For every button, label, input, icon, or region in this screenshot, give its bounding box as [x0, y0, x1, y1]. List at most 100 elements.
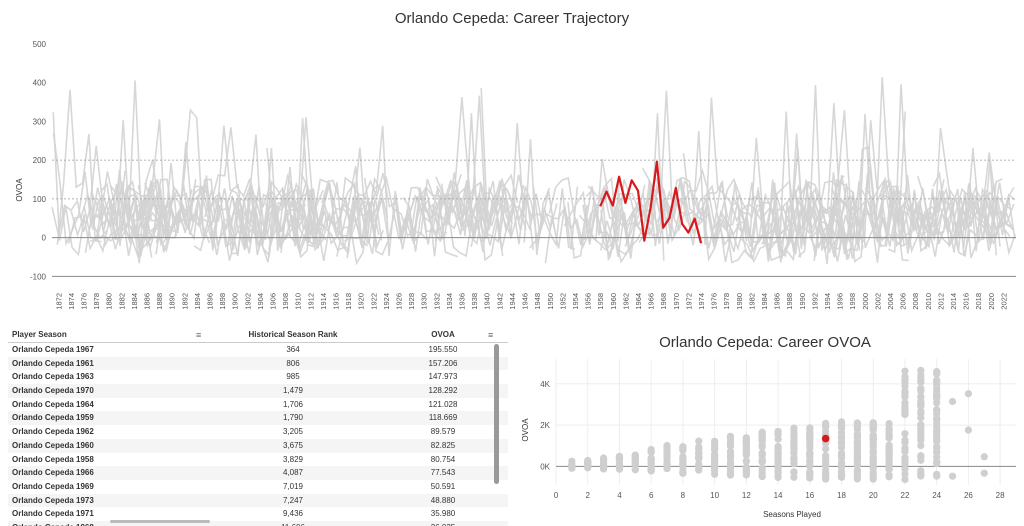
trajectory-chart[interactable]: 500 400 300 200 100 0 -100 1872 1874 1876 1878 188… [0, 30, 1024, 328]
x-tick-label: 2000 [861, 293, 870, 310]
x-tick-label: 24 [932, 491, 941, 500]
league-line [583, 90, 687, 241]
cell-player-season: Orlando Cepeda 1962 [12, 427, 94, 437]
x-tick-label: 2016 [962, 293, 971, 310]
league-line [757, 179, 847, 240]
league-line [808, 197, 842, 250]
player-point [901, 459, 909, 467]
cell-rank: 1,479 [282, 386, 304, 396]
player-point [948, 397, 957, 406]
x-tick-label: 1966 [647, 293, 656, 310]
table-row[interactable]: Orlando Cepeda 1966 4,087 77.543 [8, 466, 508, 480]
player-point [726, 459, 735, 467]
x-tick-label: 1956 [584, 293, 593, 310]
x-tick-label: 1984 [760, 293, 769, 310]
sort-icon[interactable]: ≡ [196, 330, 202, 340]
player-point [933, 448, 941, 456]
player-point [790, 468, 798, 476]
season-table[interactable]: Player Season ≡ Historical Season Rank O… [8, 328, 508, 526]
league-line [578, 185, 600, 225]
y-tick-label: 0K [540, 462, 550, 471]
table-row[interactable]: Orlando Cepeda 1971 9,436 35.980 [8, 507, 508, 521]
cell-ovoa: 147.973 [428, 372, 458, 382]
x-tick-label: 2004 [886, 293, 895, 310]
highlight-line [599, 160, 703, 244]
table-row[interactable]: Orlando Cepeda 1968 11,606 26.035 [8, 520, 508, 526]
table-row[interactable]: Orlando Cepeda 1962 3,205 89.579 [8, 425, 508, 439]
table-row[interactable]: Orlando Cepeda 1973 7,247 48.880 [8, 493, 508, 508]
player-point [631, 466, 639, 474]
league-line [363, 177, 385, 224]
highlight-point[interactable] [821, 434, 830, 443]
cell-ovoa: 118.669 [428, 413, 458, 423]
x-tick-label: 2012 [936, 293, 945, 310]
x-tick-label: 22 [901, 491, 910, 500]
player-point [568, 462, 576, 471]
player-point [663, 450, 671, 458]
player-point [869, 464, 877, 472]
x-axis-ticks: 1872 1874 1876 1878 1880 1882 1884 1886 1888 1890… [54, 293, 1008, 310]
table-row[interactable]: Orlando Cepeda 1958 3,829 80.754 [8, 453, 508, 467]
x-tick-label: 1882 [117, 293, 126, 310]
player-point [901, 470, 909, 478]
player-point [933, 459, 941, 468]
player-point [917, 371, 925, 379]
x-tick-label: 2018 [974, 293, 983, 310]
player-point [837, 429, 846, 437]
league-line [265, 181, 380, 248]
x-tick-label: 16 [805, 491, 814, 500]
table-row[interactable]: Orlando Cepeda 1959 1,790 118.669 [8, 411, 508, 426]
league-line [339, 192, 385, 250]
vertical-scrollbar[interactable] [494, 344, 499, 484]
player-point [647, 466, 655, 474]
table-row[interactable]: Orlando Cepeda 1960 3,675 82.825 [8, 438, 508, 453]
player-point [790, 448, 798, 456]
x-tick-label: 4 [617, 491, 622, 500]
player-point [837, 418, 846, 427]
league-line [100, 169, 177, 259]
player-point [853, 423, 861, 431]
league-line [110, 185, 137, 221]
player-point [869, 434, 877, 442]
cell-ovoa: 26.035 [408, 523, 478, 526]
table-header: Player Season ≡ Historical Season Rank O… [8, 328, 508, 343]
league-line [645, 168, 748, 242]
table-row[interactable]: Orlando Cepeda 1964 1,706 121.028 [8, 398, 508, 412]
cell-player-season: Orlando Cepeda 1973 [12, 495, 94, 505]
table-row[interactable]: Orlando Cepeda 1963 985 147.973 [8, 370, 508, 384]
x-tick-label: 1958 [596, 293, 605, 310]
player-point [774, 460, 782, 468]
scatter-y-ticks: 4K 2K 0K [540, 380, 550, 472]
league-line [245, 180, 323, 240]
table-row[interactable]: Orlando Cepeda 1967 364 195.550 [8, 343, 508, 357]
player-point [647, 445, 655, 454]
table-row[interactable]: Orlando Cepeda 1970 1,479 128.292 [8, 384, 508, 398]
table-row[interactable]: Orlando Cepeda 1961 806 157.206 [8, 356, 508, 371]
y-tick-label: 500 [33, 40, 47, 49]
x-tick-label: 1986 [773, 293, 782, 310]
player-point [917, 467, 925, 475]
player-point [615, 462, 624, 470]
x-tick-label: 1994 [823, 293, 832, 310]
highlight-series[interactable] [599, 160, 703, 244]
league-line [567, 202, 613, 259]
x-tick-label: 1896 [206, 293, 215, 310]
league-line [231, 191, 328, 256]
player-point [917, 378, 925, 386]
sort-icon[interactable]: ≡ [488, 330, 494, 340]
column-header-ovoa[interactable]: OVOA [431, 330, 455, 339]
league-line [242, 195, 276, 263]
x-tick-label: 14 [774, 491, 783, 500]
x-tick-label: 1886 [143, 293, 152, 310]
horizontal-scrollbar[interactable] [110, 520, 210, 523]
x-tick-label: 1924 [382, 293, 391, 310]
player-point [726, 468, 735, 476]
x-tick-label: 1908 [281, 293, 290, 310]
column-header-rank[interactable]: Historical Season Rank [248, 330, 338, 339]
league-line [832, 114, 891, 245]
player-point [917, 407, 925, 415]
column-header-player-season[interactable]: Player Season [12, 330, 67, 339]
league-line [84, 119, 150, 253]
table-row[interactable]: Orlando Cepeda 1969 7,019 50.591 [8, 480, 508, 494]
